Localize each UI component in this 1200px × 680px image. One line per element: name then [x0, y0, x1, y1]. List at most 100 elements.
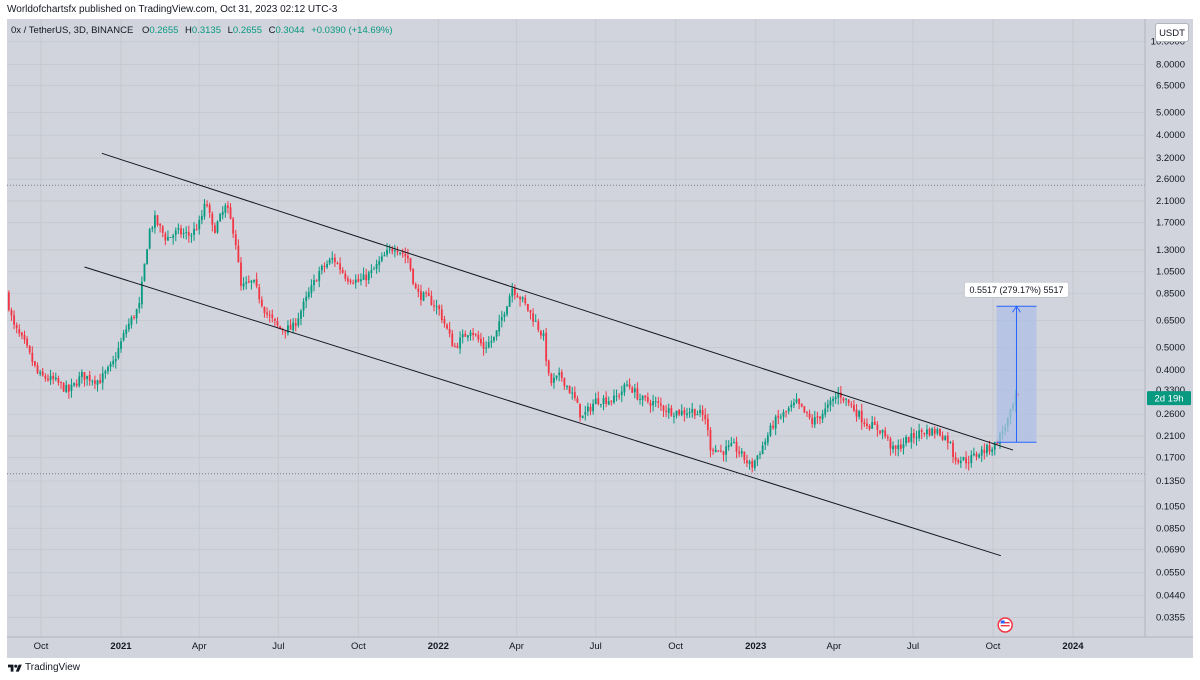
- price-tick-label: 3.2000: [1156, 153, 1185, 164]
- candle: [782, 409, 785, 423]
- candle: [889, 436, 892, 456]
- candle: [696, 410, 699, 416]
- candle: [320, 264, 323, 275]
- price-tick-label: 0.0550: [1156, 568, 1185, 579]
- price-axis[interactable]: 10.0000 8.0000 6.5000 5.0000 4.0000 3.2000 2.6…: [1144, 19, 1185, 637]
- candle: [553, 373, 555, 389]
- candle: [336, 261, 339, 265]
- candle: [905, 434, 907, 447]
- candle: [440, 304, 443, 324]
- candle: [704, 408, 707, 425]
- candle: [219, 212, 222, 222]
- candle: [500, 310, 503, 328]
- measure-arrow-head: [1012, 305, 1021, 313]
- chart-area[interactable]: 0.5517 (279.17%) 5517 10.0000 8.0000 6.5000…: [7, 19, 1193, 658]
- candle: [620, 385, 623, 403]
- candle: [122, 329, 125, 342]
- candle: [633, 383, 636, 399]
- measure-label: 0.5517 (279.17%) 5517: [969, 285, 1063, 295]
- candle: [461, 329, 464, 344]
- candle: [756, 454, 759, 466]
- candle: [260, 296, 263, 308]
- candle: [954, 452, 957, 465]
- candle: [506, 305, 508, 317]
- candle: [99, 373, 102, 384]
- channel-trendline-1[interactable]: [101, 152, 1014, 451]
- candle: [733, 438, 735, 444]
- price-range-measure[interactable]: 0.5517 (279.17%) 5517: [964, 281, 1069, 443]
- candle: [886, 434, 889, 441]
- candle: [318, 266, 321, 288]
- candle: [221, 206, 224, 220]
- candle: [347, 275, 349, 285]
- candle: [86, 375, 89, 386]
- low-value: 0.2655: [232, 25, 262, 36]
- candle: [341, 267, 344, 274]
- candle: [566, 385, 568, 390]
- candle: [352, 279, 355, 285]
- price-tick-label: 0.1050: [1156, 502, 1185, 513]
- candle: [680, 404, 683, 417]
- candle: [417, 284, 420, 298]
- candle: [599, 403, 602, 408]
- candle: [331, 251, 334, 264]
- candle: [626, 380, 628, 387]
- candle: [526, 303, 529, 312]
- candle: [712, 447, 714, 455]
- candle: [109, 361, 112, 372]
- published-text: Worldofchartsfx published on TradingView…: [7, 4, 338, 15]
- candle: [847, 399, 850, 407]
- candle: [427, 287, 430, 297]
- candle: [420, 284, 422, 306]
- candle: [613, 389, 615, 405]
- candles: [7, 198, 1020, 473]
- candle: [412, 268, 415, 286]
- candle: [375, 259, 378, 274]
- us-flag-event-icon[interactable]: [997, 617, 1013, 633]
- candle: [790, 400, 793, 412]
- time-axis[interactable]: Oct 2021 Apr Jul Oct 2022 Apr Jul Oct 2023 Apr Jul O…: [7, 636, 1193, 652]
- tradingview-logo-icon[interactable]: [8, 663, 22, 674]
- candle: [659, 397, 662, 411]
- candle: [918, 423, 921, 442]
- candle: [498, 314, 501, 337]
- candle: [793, 398, 795, 409]
- candle: [573, 386, 576, 401]
- candle: [868, 424, 871, 431]
- candle: [772, 420, 774, 431]
- candle: [957, 457, 960, 465]
- time-tick-label: Oct: [668, 641, 683, 652]
- price-tick-label: 0.3300: [1156, 385, 1185, 396]
- currency-button[interactable]: USDT: [1155, 23, 1189, 42]
- candle: [899, 438, 902, 452]
- candle: [47, 374, 49, 382]
- price-tick-label: 10.0000: [1151, 37, 1185, 48]
- candle: [187, 225, 190, 243]
- candle: [28, 345, 31, 355]
- price-tick-label: 0.6500: [1156, 316, 1185, 327]
- candle: [670, 404, 673, 417]
- candle: [490, 335, 493, 348]
- candle: [970, 450, 973, 468]
- candle: [592, 399, 595, 415]
- candle: [224, 203, 227, 218]
- candle: [524, 294, 527, 306]
- candle: [636, 382, 639, 401]
- candle: [863, 418, 866, 428]
- channel-trendline-2[interactable]: [84, 266, 1001, 557]
- candle: [649, 399, 652, 413]
- close-label: C: [268, 25, 276, 36]
- candle: [691, 402, 694, 418]
- candlestick-chart[interactable]: 0.5517 (279.17%) 5517 10.0000 8.0000 6.5000…: [7, 19, 1193, 658]
- open-label: O: [141, 25, 150, 36]
- candle: [195, 223, 198, 231]
- candle: [276, 317, 279, 329]
- candle: [871, 415, 874, 430]
- time-tick-label: Oct: [351, 641, 366, 652]
- candle: [706, 413, 709, 437]
- tradingview-brand[interactable]: TradingView: [25, 662, 81, 673]
- candle: [52, 372, 55, 385]
- high-label: H: [185, 25, 192, 36]
- candle: [148, 227, 151, 250]
- candle: [571, 387, 574, 400]
